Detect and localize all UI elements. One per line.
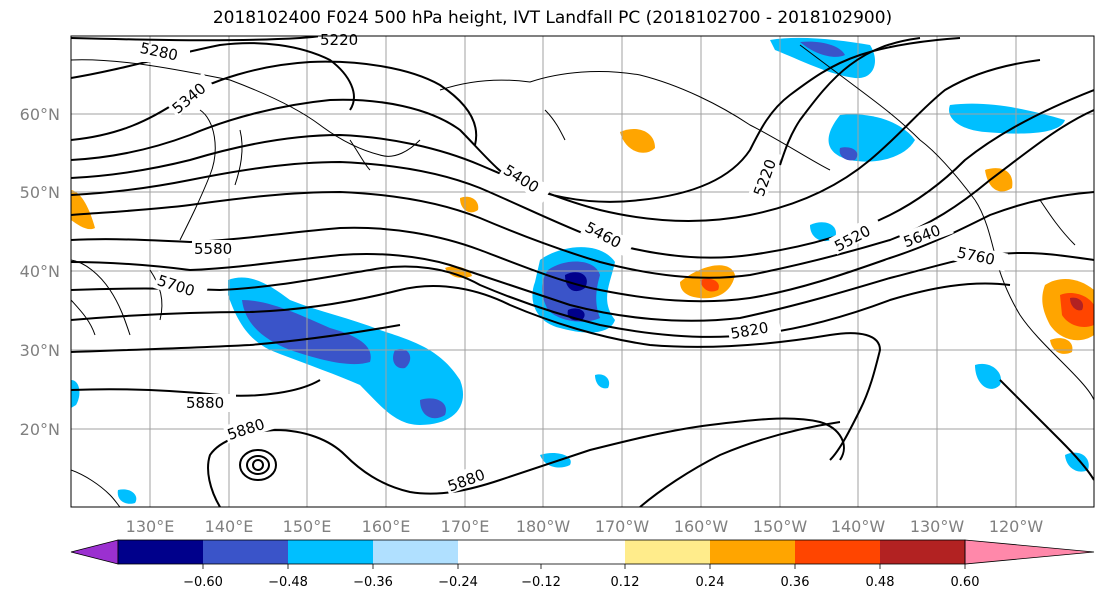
colorbar-swatch (795, 540, 880, 564)
colorbar-tick-label: −0.36 (353, 575, 393, 590)
colorbar-tick-label: 0.60 (951, 575, 980, 590)
colorbar-extend-low (70, 539, 119, 565)
map-frame (70, 35, 1095, 508)
lon-tick-label: 160°W (674, 517, 729, 536)
height-contours (71, 36, 1094, 507)
contour-label: 5880 (186, 394, 224, 412)
contour-label: 5820 (729, 318, 770, 342)
contour-label: 5880 (225, 415, 267, 444)
colorbar-tick-label: 0.12 (611, 575, 640, 590)
contour-label: 5760 (955, 243, 996, 269)
coastlines (71, 44, 1094, 507)
colorbar: −0.60 −0.48 −0.36 −0.24 −0.12 0.12 0.24 … (70, 539, 1095, 590)
colorbar-swatch (458, 540, 625, 564)
lat-tick-label: 30°N (20, 341, 60, 360)
contour-label: 5460 (582, 218, 624, 252)
colorbar-tick-label: 0.48 (866, 575, 895, 590)
map-title: 2018102400 F024 500 hPa height, IVT Land… (212, 8, 893, 28)
lat-tick-label: 50°N (20, 183, 60, 202)
colorbar-swatch (710, 540, 795, 564)
latitude-ticks: 60°N 50°N 40°N 30°N 20°N (20, 105, 60, 439)
gridlines (71, 36, 1094, 507)
contour-label: 5580 (194, 240, 232, 258)
lon-tick-label: 150°E (283, 517, 332, 536)
colorbar-tick-label: 0.24 (696, 575, 725, 590)
colorbar-tick-label: 0.36 (781, 575, 810, 590)
colorbar-tick-label: −0.60 (183, 575, 223, 590)
lon-tick-label: 140°W (831, 517, 886, 536)
colorbar-swatch (373, 540, 458, 564)
lon-tick-label: 130°E (126, 517, 175, 536)
lon-tick-label: 130°W (910, 517, 965, 536)
shading-layer (71, 37, 1094, 504)
colorbar-swatch (118, 540, 203, 564)
contour-label: 5220 (320, 31, 358, 49)
lon-tick-label: 160°E (362, 517, 411, 536)
lon-tick-label: 150°W (753, 517, 808, 536)
lon-tick-label: 180°W (516, 517, 571, 536)
lat-tick-label: 40°N (20, 262, 60, 281)
lat-tick-label: 20°N (20, 420, 60, 439)
lon-tick-label: 170°W (595, 517, 650, 536)
colorbar-tick-label: −0.24 (438, 575, 478, 590)
colorbar-tick-label: −0.48 (268, 575, 308, 590)
colorbar-swatch (288, 540, 373, 564)
contour-label: 5400 (500, 161, 542, 197)
lon-tick-label: 140°E (205, 517, 254, 536)
colorbar-swatch (203, 540, 288, 564)
colorbar-swatch (880, 540, 965, 564)
contour-label: 5880 (445, 466, 487, 496)
lon-tick-label: 170°E (441, 517, 490, 536)
colorbar-tick-label: −0.12 (521, 575, 561, 590)
colorbar-extend-high (964, 539, 1095, 565)
colorbar-swatch (625, 540, 710, 564)
lon-tick-label: 120°W (989, 517, 1044, 536)
lat-tick-label: 60°N (20, 105, 60, 124)
longitude-ticks: 130°E 140°E 150°E 160°E 170°E 180°W 170°… (126, 517, 1044, 536)
